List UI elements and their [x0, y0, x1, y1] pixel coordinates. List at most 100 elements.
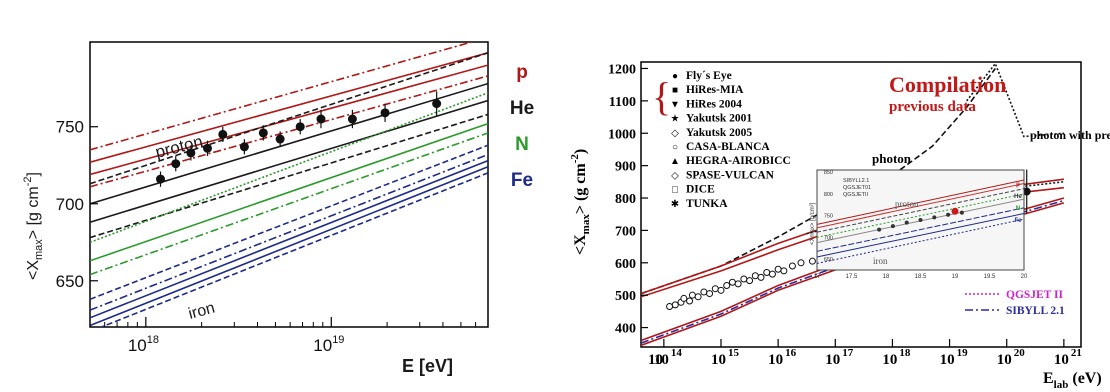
left-data-point — [186, 148, 196, 158]
experiment-legend-label: HiRes-MIA — [686, 84, 744, 96]
inset-data-point — [904, 220, 909, 225]
left-line-he-1 — [90, 82, 488, 205]
right-data-point — [788, 262, 796, 270]
left-line-fe-0 — [90, 144, 488, 301]
inset-species-label: p — [1016, 182, 1020, 188]
right-data-point — [680, 294, 688, 302]
right-x-left-label: 10 — [648, 352, 663, 368]
right-curve-photon-with-preshower — [966, 62, 1064, 138]
right-ylabel-sup: -2 — [569, 154, 581, 164]
right-y-tick-label: 700 — [615, 224, 636, 239]
experiment-legend-label: DICE — [686, 184, 715, 196]
left-y-tick-label: 700 — [56, 195, 84, 214]
inset-x-tick-label: 17 — [814, 274, 821, 280]
legend-brace: { — [652, 74, 671, 119]
left-line-fe-3 — [90, 166, 488, 327]
right-x-tick-label: 10 16 — [768, 347, 797, 368]
left-legend-he: He — [510, 98, 534, 119]
left-x-tick-label: 1018 — [128, 334, 159, 355]
inset-legend-label: SIBYLL2.1 — [843, 178, 869, 184]
left-data-point — [171, 159, 181, 169]
inset-data-point — [932, 215, 937, 220]
experiment-legend-label: Fly´s Eye — [686, 70, 732, 82]
inset-model-line — [816, 182, 1025, 229]
right-data-point — [763, 269, 771, 277]
inset-x-tick-label: 17.5 — [846, 274, 858, 280]
left-ylabel-tail: > [g cm — [25, 186, 42, 239]
right-data-point — [671, 301, 679, 309]
left-ylabel-sub: max — [33, 239, 45, 260]
left-legend-p: p — [516, 62, 528, 83]
right-data-point — [780, 267, 788, 275]
left-data-point — [295, 122, 305, 132]
inset-legend-label: QGSJETII — [843, 192, 869, 198]
annotation-photon-preshower-text: photon with preshower — [1030, 128, 1110, 142]
inset-data-point — [877, 227, 882, 232]
inset-x-tick-label: 19.5 — [984, 274, 996, 280]
inset-model-line — [816, 207, 1025, 252]
experiment-legend-label: HiRes 2004 — [686, 98, 742, 110]
right-chart-subtitle: previous data — [889, 99, 976, 115]
right-data-point — [808, 257, 816, 265]
right-x-tick-label: 10 17 — [825, 347, 854, 368]
experiment-legend-label: Yakutsk 2005 — [686, 127, 752, 139]
right-ylabel-sub: max — [580, 214, 592, 235]
inset-model-line — [816, 218, 1025, 264]
left-line-fe-2 — [90, 159, 488, 319]
right-y-tick-label: 1200 — [608, 62, 636, 77]
right-experiment-legend: ● Fly´s Eye ■ HiRes-MIA ▼ HiRes 2004 ★ Yakutsk … — [670, 70, 791, 210]
inset-legend-label: QGSJET01 — [843, 185, 871, 191]
right-ylabel-base: <X — [572, 234, 589, 255]
inset-species-label: Fe — [1014, 218, 1022, 224]
inset-data-point — [959, 210, 964, 215]
right-data-point — [694, 293, 702, 301]
experiment-marker: □ — [672, 185, 678, 196]
left-line-n-0 — [90, 92, 488, 244]
inset-data-point — [918, 218, 923, 222]
left-data-point — [347, 114, 357, 124]
inset-y-tick-label: 650 — [824, 257, 833, 263]
right-data-point — [700, 288, 708, 296]
left-line-p-1 — [90, 52, 488, 163]
experiment-marker: ● — [672, 71, 678, 82]
experiment-marker: ◇ — [671, 128, 679, 139]
inset-annotation-proton: proton — [895, 199, 919, 209]
left-line-fe-1 — [90, 153, 488, 311]
right-x-tick-label: 10 20 — [997, 347, 1026, 368]
experiment-legend-label: TUNKA — [686, 198, 728, 210]
left-data-point — [275, 134, 285, 144]
right-x-ticks: 10 14 10 15 10 16 10 17 10 18 10 19 10 20 10 21 — [654, 339, 1082, 368]
right-data-point — [706, 290, 714, 298]
left-y-tick-label: 650 — [56, 272, 84, 291]
left-ylabel-end: ] — [25, 172, 42, 176]
experiment-legend-label: CASA-BLANCA — [686, 141, 770, 153]
left-line-n-1 — [90, 122, 488, 262]
model-legend-label: QGSJET II — [1006, 289, 1064, 301]
right-data-point — [717, 286, 725, 294]
experiment-marker: ★ — [671, 114, 680, 125]
left-data-point — [239, 142, 249, 152]
left-ylabel-sup: -2 — [22, 177, 34, 187]
right-x-tick-label: 10 21 — [1054, 347, 1082, 368]
inset-x-tick-label: 18.5 — [915, 274, 927, 280]
inset-content: 17 17.5 18 18.5 19 19.5 20 650 700 750 800 850 SIBYL… — [810, 170, 1028, 280]
right-data-point — [774, 265, 782, 273]
left-x-axis-label: E [eV] — [402, 356, 453, 376]
inset-annotation-iron: iron — [873, 256, 888, 266]
experiment-legend-label: Yakutsk 2001 — [686, 113, 752, 125]
left-line-p-3 — [90, 75, 488, 188]
right-xlabel-tail: (eV) — [1068, 370, 1101, 387]
inset-species-label: He — [1014, 194, 1022, 200]
right-data-point — [734, 280, 742, 288]
left-ylabel-base: <X — [25, 260, 42, 280]
right-x-tick-label: 10 19 — [940, 347, 969, 368]
left-data-point — [316, 114, 326, 124]
left-data-point — [156, 174, 166, 184]
left-legend-fe: Fe — [511, 170, 533, 191]
experiment-marker: ■ — [672, 85, 678, 96]
right-compilation-chart: 17 17.5 18 18.5 19 19.5 20 650 700 750 800 850 SIBYL… — [569, 61, 1110, 391]
left-data-point — [202, 143, 212, 153]
experiment-legend-label: HEGRA-AIROBICC — [686, 155, 791, 167]
right-y-tick-label: 1100 — [609, 95, 636, 110]
